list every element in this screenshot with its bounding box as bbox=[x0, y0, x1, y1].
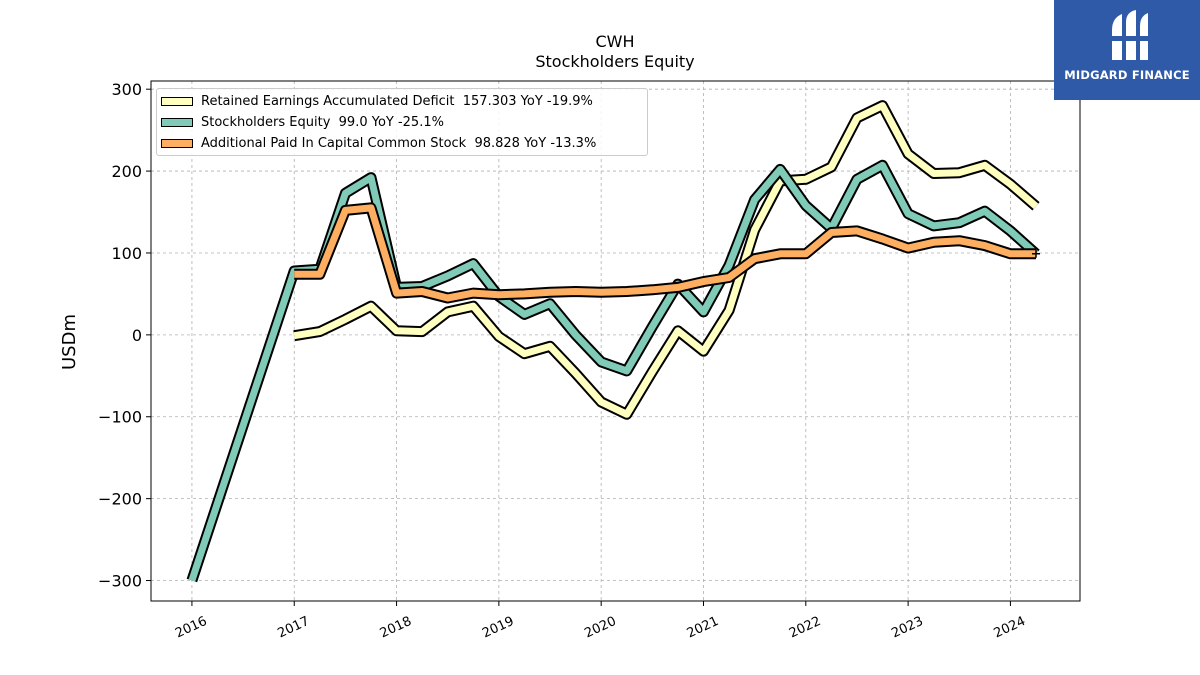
plot-frame bbox=[150, 80, 1081, 602]
x-tick-label: 2021 bbox=[685, 614, 721, 642]
legend-swatch-retained-earnings bbox=[161, 96, 193, 106]
chart-subtitle: Stockholders Equity bbox=[535, 52, 694, 71]
x-tick-label: 2018 bbox=[378, 614, 414, 642]
y-axis-label: USDm bbox=[59, 314, 80, 370]
y-tick-label: −300 bbox=[98, 572, 142, 591]
y-tick-label: 0 bbox=[132, 326, 142, 345]
series-outline-stockholders-equity bbox=[186, 159, 1040, 583]
x-tick-label: 2024 bbox=[992, 614, 1028, 642]
legend-swatch-additional-paid-in-capital bbox=[161, 138, 193, 148]
x-tick-label: 2022 bbox=[787, 614, 823, 642]
x-tick-label: 2019 bbox=[480, 614, 516, 642]
legend-swatch-stockholders-equity bbox=[161, 117, 193, 127]
x-tick-label: 2017 bbox=[275, 614, 311, 642]
y-tick-label: −200 bbox=[98, 490, 142, 509]
brand-mark-icon bbox=[1108, 10, 1152, 60]
x-tick-label: 2020 bbox=[582, 614, 618, 642]
series-line-additional-paid-in-capital[interactable] bbox=[294, 204, 1036, 302]
y-tick-label: 200 bbox=[111, 162, 142, 181]
legend-item-stockholders-equity[interactable]: Stockholders Equity 99.0 YoY -25.1% bbox=[161, 112, 444, 132]
series-line-retained-earnings[interactable] bbox=[293, 102, 1039, 418]
x-tick-label: 2023 bbox=[889, 614, 925, 642]
legend-item-retained-earnings[interactable]: Retained Earnings Accumulated Deficit 15… bbox=[161, 91, 593, 111]
x-tick-label: 2016 bbox=[173, 614, 209, 642]
chart-title: CWH bbox=[595, 32, 634, 51]
legend-label-retained-earnings: Retained Earnings Accumulated Deficit 15… bbox=[201, 93, 593, 109]
series-layer bbox=[186, 100, 1041, 583]
brand-name: MIDGARD FINANCE bbox=[1064, 68, 1190, 82]
y-tick-label: −100 bbox=[98, 408, 142, 427]
grid-layer bbox=[151, 81, 1080, 601]
legend-label-stockholders-equity: Stockholders Equity 99.0 YoY -25.1% bbox=[201, 114, 444, 130]
series-line-stockholders-equity[interactable] bbox=[188, 161, 1039, 582]
legend-label-additional-paid-in-capital: Additional Paid In Capital Common Stock … bbox=[201, 135, 597, 151]
y-tick-label: 100 bbox=[111, 244, 142, 263]
brand-logo: MIDGARD FINANCE bbox=[1054, 0, 1200, 100]
chart-legend: Retained Earnings Accumulated Deficit 15… bbox=[156, 88, 648, 156]
y-tick-label: 300 bbox=[111, 80, 142, 99]
legend-item-additional-paid-in-capital[interactable]: Additional Paid In Capital Common Stock … bbox=[161, 133, 596, 153]
last-point-marker bbox=[1032, 249, 1041, 258]
